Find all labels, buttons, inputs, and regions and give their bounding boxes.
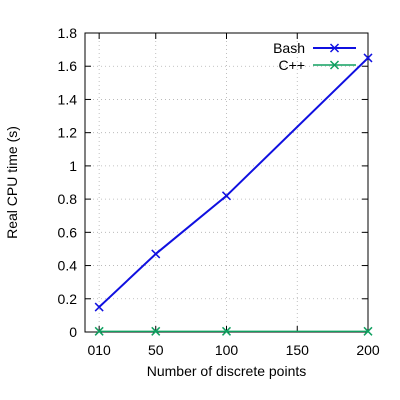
- y-tick-label: 0.8: [58, 191, 78, 207]
- series-bash-point: [94, 302, 104, 312]
- y-tick-label: 0.4: [58, 258, 78, 274]
- y-tick-label: 1.6: [58, 58, 78, 74]
- x-tick-label: 010: [87, 342, 111, 358]
- y-tick-label: 1.8: [58, 25, 78, 41]
- grid: [85, 33, 368, 332]
- x-tick-label: 150: [286, 342, 310, 358]
- x-axis: 010 50 100 150 200: [87, 33, 380, 358]
- y-tick-label: 1.2: [58, 125, 78, 141]
- series-cpp-point: [94, 326, 104, 336]
- y-tick-label: 0.2: [58, 291, 78, 307]
- series-cpp-point: [363, 326, 373, 336]
- series-cpp-point: [221, 326, 232, 336]
- legend-label-bash: Bash: [273, 40, 305, 56]
- series-bash-point: [221, 191, 232, 201]
- x-tick-label: 50: [148, 342, 164, 358]
- series-bash-point: [151, 249, 161, 259]
- series-cpp-point: [151, 326, 161, 336]
- y-tick-label: 0: [69, 324, 77, 340]
- legend-marker-cpp: [329, 60, 340, 70]
- series-bash-line: [98, 57, 369, 308]
- y-tick-label: 1.4: [58, 91, 78, 107]
- legend-marker-bash: [329, 43, 340, 53]
- y-tick-label: 0.6: [58, 224, 78, 240]
- x-tick-label: 100: [215, 342, 239, 358]
- series-bash-point: [363, 53, 373, 63]
- y-axis: 0 0.2 0.4 0.6 0.8 1 1.2 1.4 1.6 1.8: [58, 25, 368, 340]
- series-layer: [94, 53, 373, 336]
- y-axis-title: Real CPU time (s): [4, 126, 20, 239]
- x-tick-label: 200: [356, 342, 380, 358]
- x-axis-title: Number of discrete points: [147, 363, 307, 379]
- legend-label-cpp: C++: [279, 57, 305, 73]
- y-tick-label: 1: [69, 158, 77, 174]
